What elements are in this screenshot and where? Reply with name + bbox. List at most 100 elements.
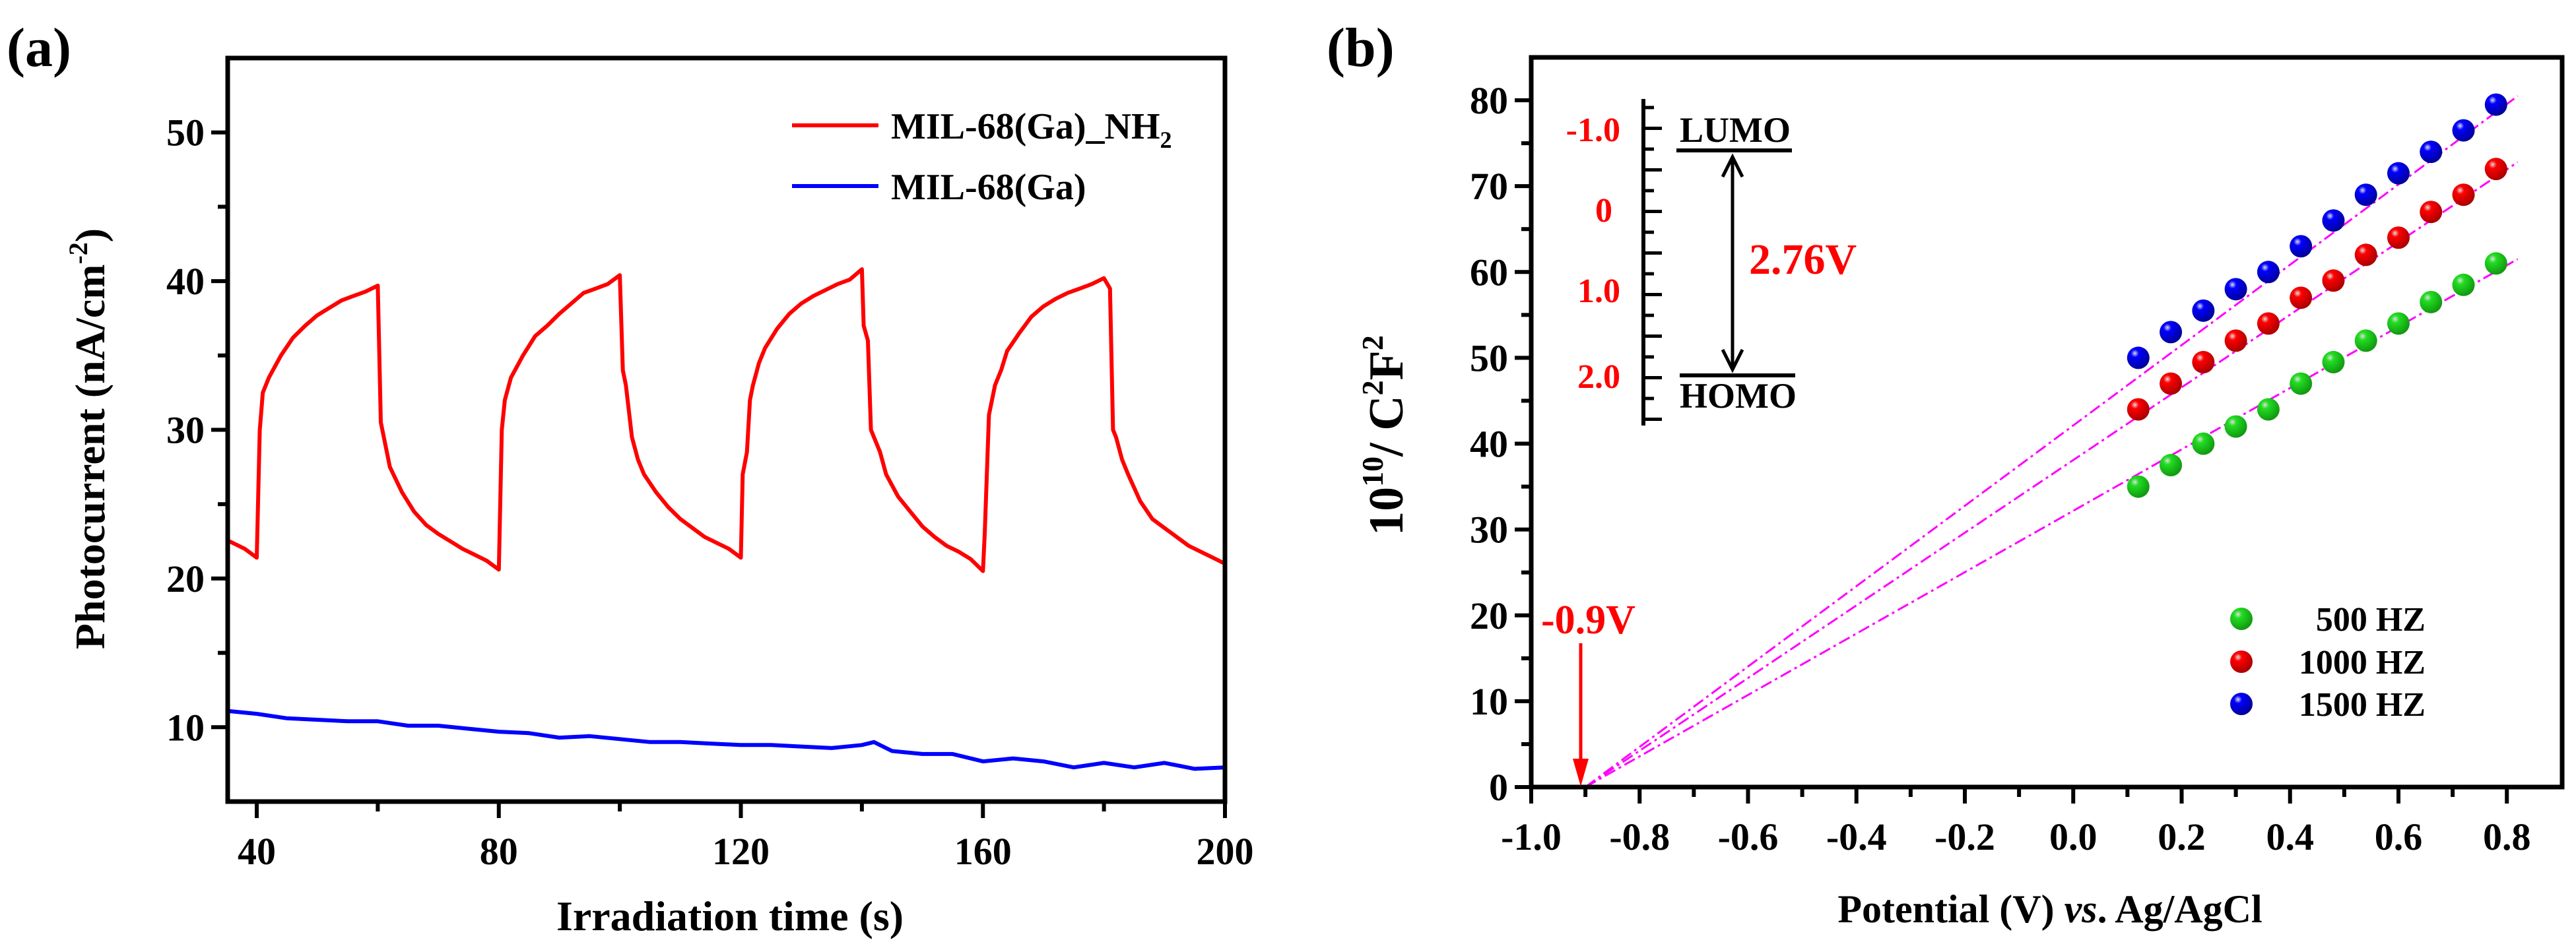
y-tick-label: 0 xyxy=(1489,766,1508,809)
data-point-1500-hz xyxy=(2160,321,2183,344)
x-tick-label: -0.2 xyxy=(1934,815,1995,858)
x-tick-label: 0.4 xyxy=(2266,815,2314,858)
panel-b-ticks: -1.0 -0.8 -0.6 -0.4 -0.2 0.0 0.2 0.4 0.6 0.8 0 10 20… xyxy=(1470,79,2530,858)
lumo-label: LUMO xyxy=(1680,110,1791,150)
data-point-500-hz xyxy=(2322,350,2345,373)
data-point-1500-hz xyxy=(2420,141,2443,164)
panel-b: (b) -1.0 -0.8 -0.6 -0.4 -0.2 0.0 0.2 0.4 0.6 0.8 0… xyxy=(1327,17,2565,931)
data-point-1500-hz xyxy=(2484,93,2507,116)
y-tick-label: 50 xyxy=(1470,336,1508,379)
y-tick-label: 30 xyxy=(1470,509,1508,552)
data-point-1500-hz xyxy=(2452,119,2475,142)
panel-b-y-axis-title: 1010/ C2F2 xyxy=(1356,335,1414,536)
data-point-1000-hz xyxy=(2322,269,2345,292)
panel-a-label: (a) xyxy=(7,17,71,79)
data-point-1000-hz xyxy=(2257,312,2280,335)
panel-b-frame xyxy=(1529,55,2565,790)
y-tick-label: 60 xyxy=(1470,251,1508,294)
panel-b-plot-area xyxy=(1585,93,2519,788)
homo-label: HOMO xyxy=(1680,376,1797,416)
data-point-1500-hz xyxy=(2224,278,2247,301)
x-tick-label: -1.0 xyxy=(1501,815,1562,858)
legend-label-500-hz: 500 HZ xyxy=(2316,601,2426,639)
panel-a-ticks: 40 80 120 160 200 10 20 30 40 50 xyxy=(166,111,1254,873)
flatband-arrow-head xyxy=(1573,759,1589,786)
data-point-500-hz xyxy=(2420,290,2443,313)
panel-b-label: (b) xyxy=(1327,17,1395,79)
x-tick-label: -0.4 xyxy=(1826,815,1887,858)
legend-marker-1000-hz xyxy=(2230,650,2253,673)
data-point-1500-hz xyxy=(2290,235,2313,258)
data-point-1000-hz xyxy=(2387,226,2410,249)
data-point-500-hz xyxy=(2160,454,2183,477)
band-diagram-inset: -1.0 0 1.0 2.0 LUMO HOMO 2.76V xyxy=(1566,99,1857,426)
data-point-1000-hz xyxy=(2290,286,2313,309)
data-point-1000-hz xyxy=(2192,350,2215,373)
y-tick-label: 10 xyxy=(166,706,205,749)
legend-marker-500-hz xyxy=(2230,608,2253,630)
x-tick-label: 0.0 xyxy=(2049,815,2097,858)
data-point-500-hz xyxy=(2224,415,2247,438)
fit-line-1500-hz xyxy=(1585,95,2519,788)
x-tick-label: 80 xyxy=(480,830,518,873)
data-point-500-hz xyxy=(2452,273,2475,296)
data-point-500-hz xyxy=(2354,329,2377,352)
panel-a: (a) 40 80 120 160 200 10 20 30 40 50 MIL-68(Ga)_N… xyxy=(7,17,1254,939)
data-point-1000-hz xyxy=(2452,183,2475,206)
data-point-500-hz xyxy=(2257,398,2280,421)
legend-label-1000-hz: 1000 HZ xyxy=(2299,644,2426,681)
panel-a-x-axis-title: Irradiation time (s) xyxy=(556,893,904,939)
data-point-1500-hz xyxy=(2257,261,2280,284)
gap-arrow-head-down xyxy=(1721,348,1744,373)
legend-label-nh2: MIL-68(Ga)_NH2 xyxy=(891,106,1172,153)
data-point-1500-hz xyxy=(2387,162,2410,185)
data-point-1000-hz xyxy=(2127,398,2150,421)
data-point-1500-hz xyxy=(2192,299,2215,322)
x-tick-label: 0.8 xyxy=(2483,815,2531,858)
panel-a-legend: MIL-68(Ga)_NH2 MIL-68(Ga) xyxy=(792,106,1172,208)
data-point-500-hz xyxy=(2484,252,2507,275)
fit-line-1000-hz xyxy=(1585,161,2519,788)
energy-label-1: 1.0 xyxy=(1577,272,1620,310)
energy-scale-ticks xyxy=(1643,106,1662,421)
y-tick-label: 50 xyxy=(166,111,205,154)
x-tick-label: 160 xyxy=(954,830,1012,873)
y-tick-label: 80 xyxy=(1470,79,1508,122)
panel-a-plot-area xyxy=(225,267,1226,771)
data-point-1500-hz xyxy=(2127,346,2150,369)
energy-label-neg1: -1.0 xyxy=(1566,111,1620,149)
data-point-1000-hz xyxy=(2160,372,2183,395)
x-tick-label: -0.8 xyxy=(1609,815,1670,858)
data-point-500-hz xyxy=(2387,312,2410,335)
panel-b-x-axis-title: Potential (V) vs. Ag/AgCl xyxy=(1837,887,2262,931)
data-point-1500-hz xyxy=(2322,209,2345,232)
x-tick-label: 200 xyxy=(1197,830,1254,873)
legend-label-ga: MIL-68(Ga) xyxy=(891,167,1086,208)
x-tick-label: 40 xyxy=(238,830,276,873)
y-tick-label: 20 xyxy=(1470,594,1508,637)
x-tick-label: 120 xyxy=(712,830,770,873)
energy-label-2: 2.0 xyxy=(1577,358,1620,396)
panel-a-y-axis-title: Photocurrent (nA/cm-2) xyxy=(63,228,114,649)
y-tick-label: 40 xyxy=(166,260,205,303)
data-point-1000-hz xyxy=(2484,158,2507,181)
band-gap-label: 2.76V xyxy=(1749,236,1857,284)
data-point-500-hz xyxy=(2290,372,2313,395)
legend-label-1500-hz: 1500 HZ xyxy=(2299,686,2426,724)
data-point-1000-hz xyxy=(2354,243,2377,267)
panel-b-legend: 500 HZ 1000 HZ 1500 HZ xyxy=(2230,601,2426,724)
x-tick-label: -0.6 xyxy=(1718,815,1779,858)
energy-label-0: 0 xyxy=(1595,192,1612,230)
series-line-mil68 xyxy=(226,709,1226,771)
y-tick-label: 20 xyxy=(166,557,205,600)
y-tick-label: 10 xyxy=(1470,680,1508,723)
y-tick-label: 30 xyxy=(166,409,205,452)
gap-arrow-head-up xyxy=(1721,153,1744,178)
y-tick-label: 40 xyxy=(1470,423,1508,466)
data-point-1000-hz xyxy=(2224,329,2247,352)
data-point-1000-hz xyxy=(2420,201,2443,224)
data-point-1500-hz xyxy=(2354,183,2377,206)
flatband-label: -0.9V xyxy=(1541,598,1635,643)
legend-marker-1500-hz xyxy=(2230,693,2253,715)
